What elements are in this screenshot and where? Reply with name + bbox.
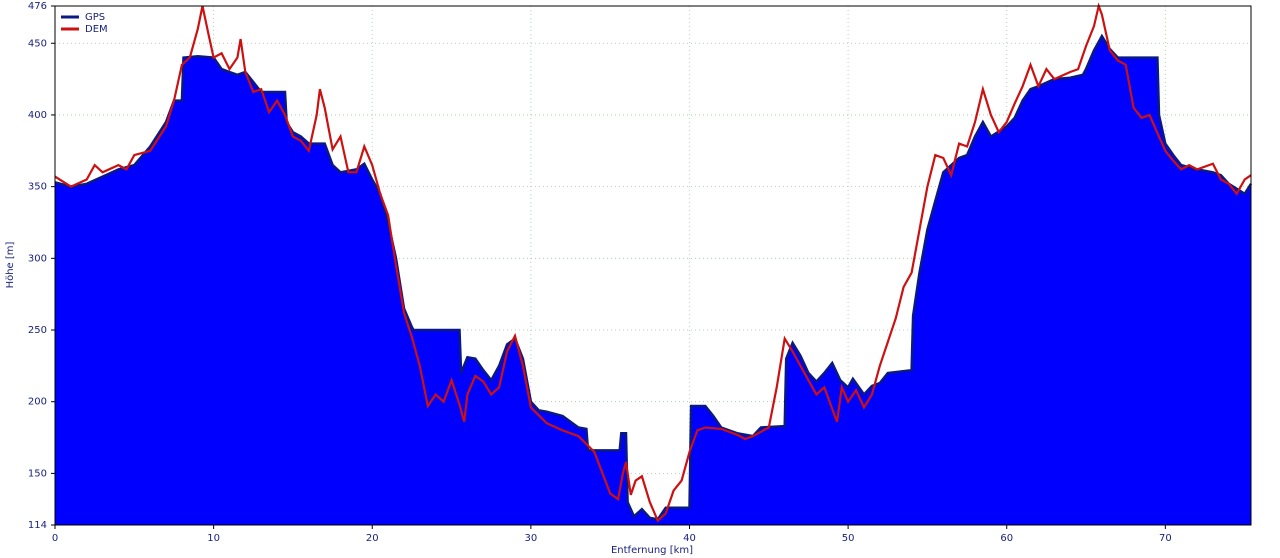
y-tick-label: 450 xyxy=(28,38,47,49)
x-tick-label: 20 xyxy=(366,533,379,544)
x-tick-label: 70 xyxy=(1159,533,1172,544)
y-axis-label: Höhe [m] xyxy=(5,241,16,288)
y-tick-label: 114 xyxy=(28,520,47,531)
y-tick-label: 350 xyxy=(28,182,47,193)
gps-area xyxy=(55,36,1251,525)
x-tick-label: 40 xyxy=(683,533,696,544)
x-tick-label: 10 xyxy=(207,533,220,544)
y-tick-label: 476 xyxy=(28,1,47,12)
y-tick-label: 300 xyxy=(28,253,47,264)
dem-line xyxy=(54,2,1252,523)
gps-line xyxy=(54,33,1253,521)
y-tick-label: 150 xyxy=(28,468,47,479)
y-tick-label: 200 xyxy=(28,397,47,408)
legend-label: DEM xyxy=(85,24,108,35)
legend-label: GPS xyxy=(85,12,105,23)
plot-frame xyxy=(54,5,1252,526)
x-axis-label: Entfernung [km] xyxy=(611,545,693,556)
y-tick-label: 250 xyxy=(28,325,47,336)
x-tick-label: 30 xyxy=(524,533,537,544)
x-tick-label: 50 xyxy=(842,533,855,544)
x-tick-label: 0 xyxy=(52,533,58,544)
x-tick-label: 60 xyxy=(1000,533,1013,544)
y-tick-label: 400 xyxy=(28,110,47,121)
